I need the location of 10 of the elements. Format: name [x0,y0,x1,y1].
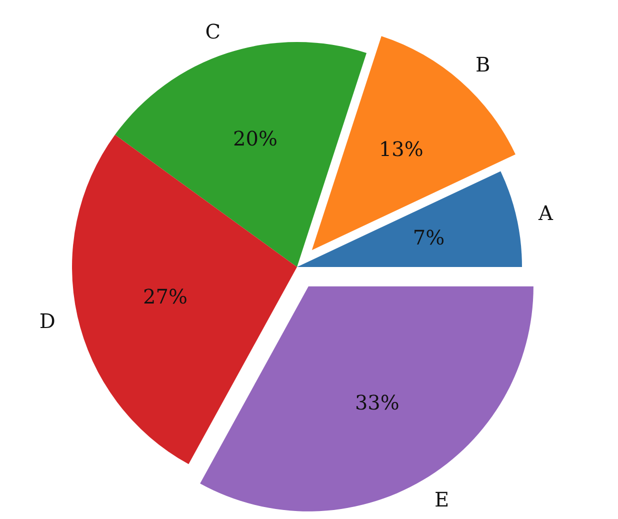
data-label: 13% [378,136,424,161]
data-label: 33% [354,390,400,415]
slice-label: D [39,308,56,333]
data-label: 20% [233,126,278,151]
data-label: 7% [412,226,445,250]
slice-label: E [434,487,450,512]
slice-label: B [476,52,490,76]
slice-label: A [538,201,554,226]
data-label: 27% [143,284,188,308]
slice-label: C [205,20,221,44]
